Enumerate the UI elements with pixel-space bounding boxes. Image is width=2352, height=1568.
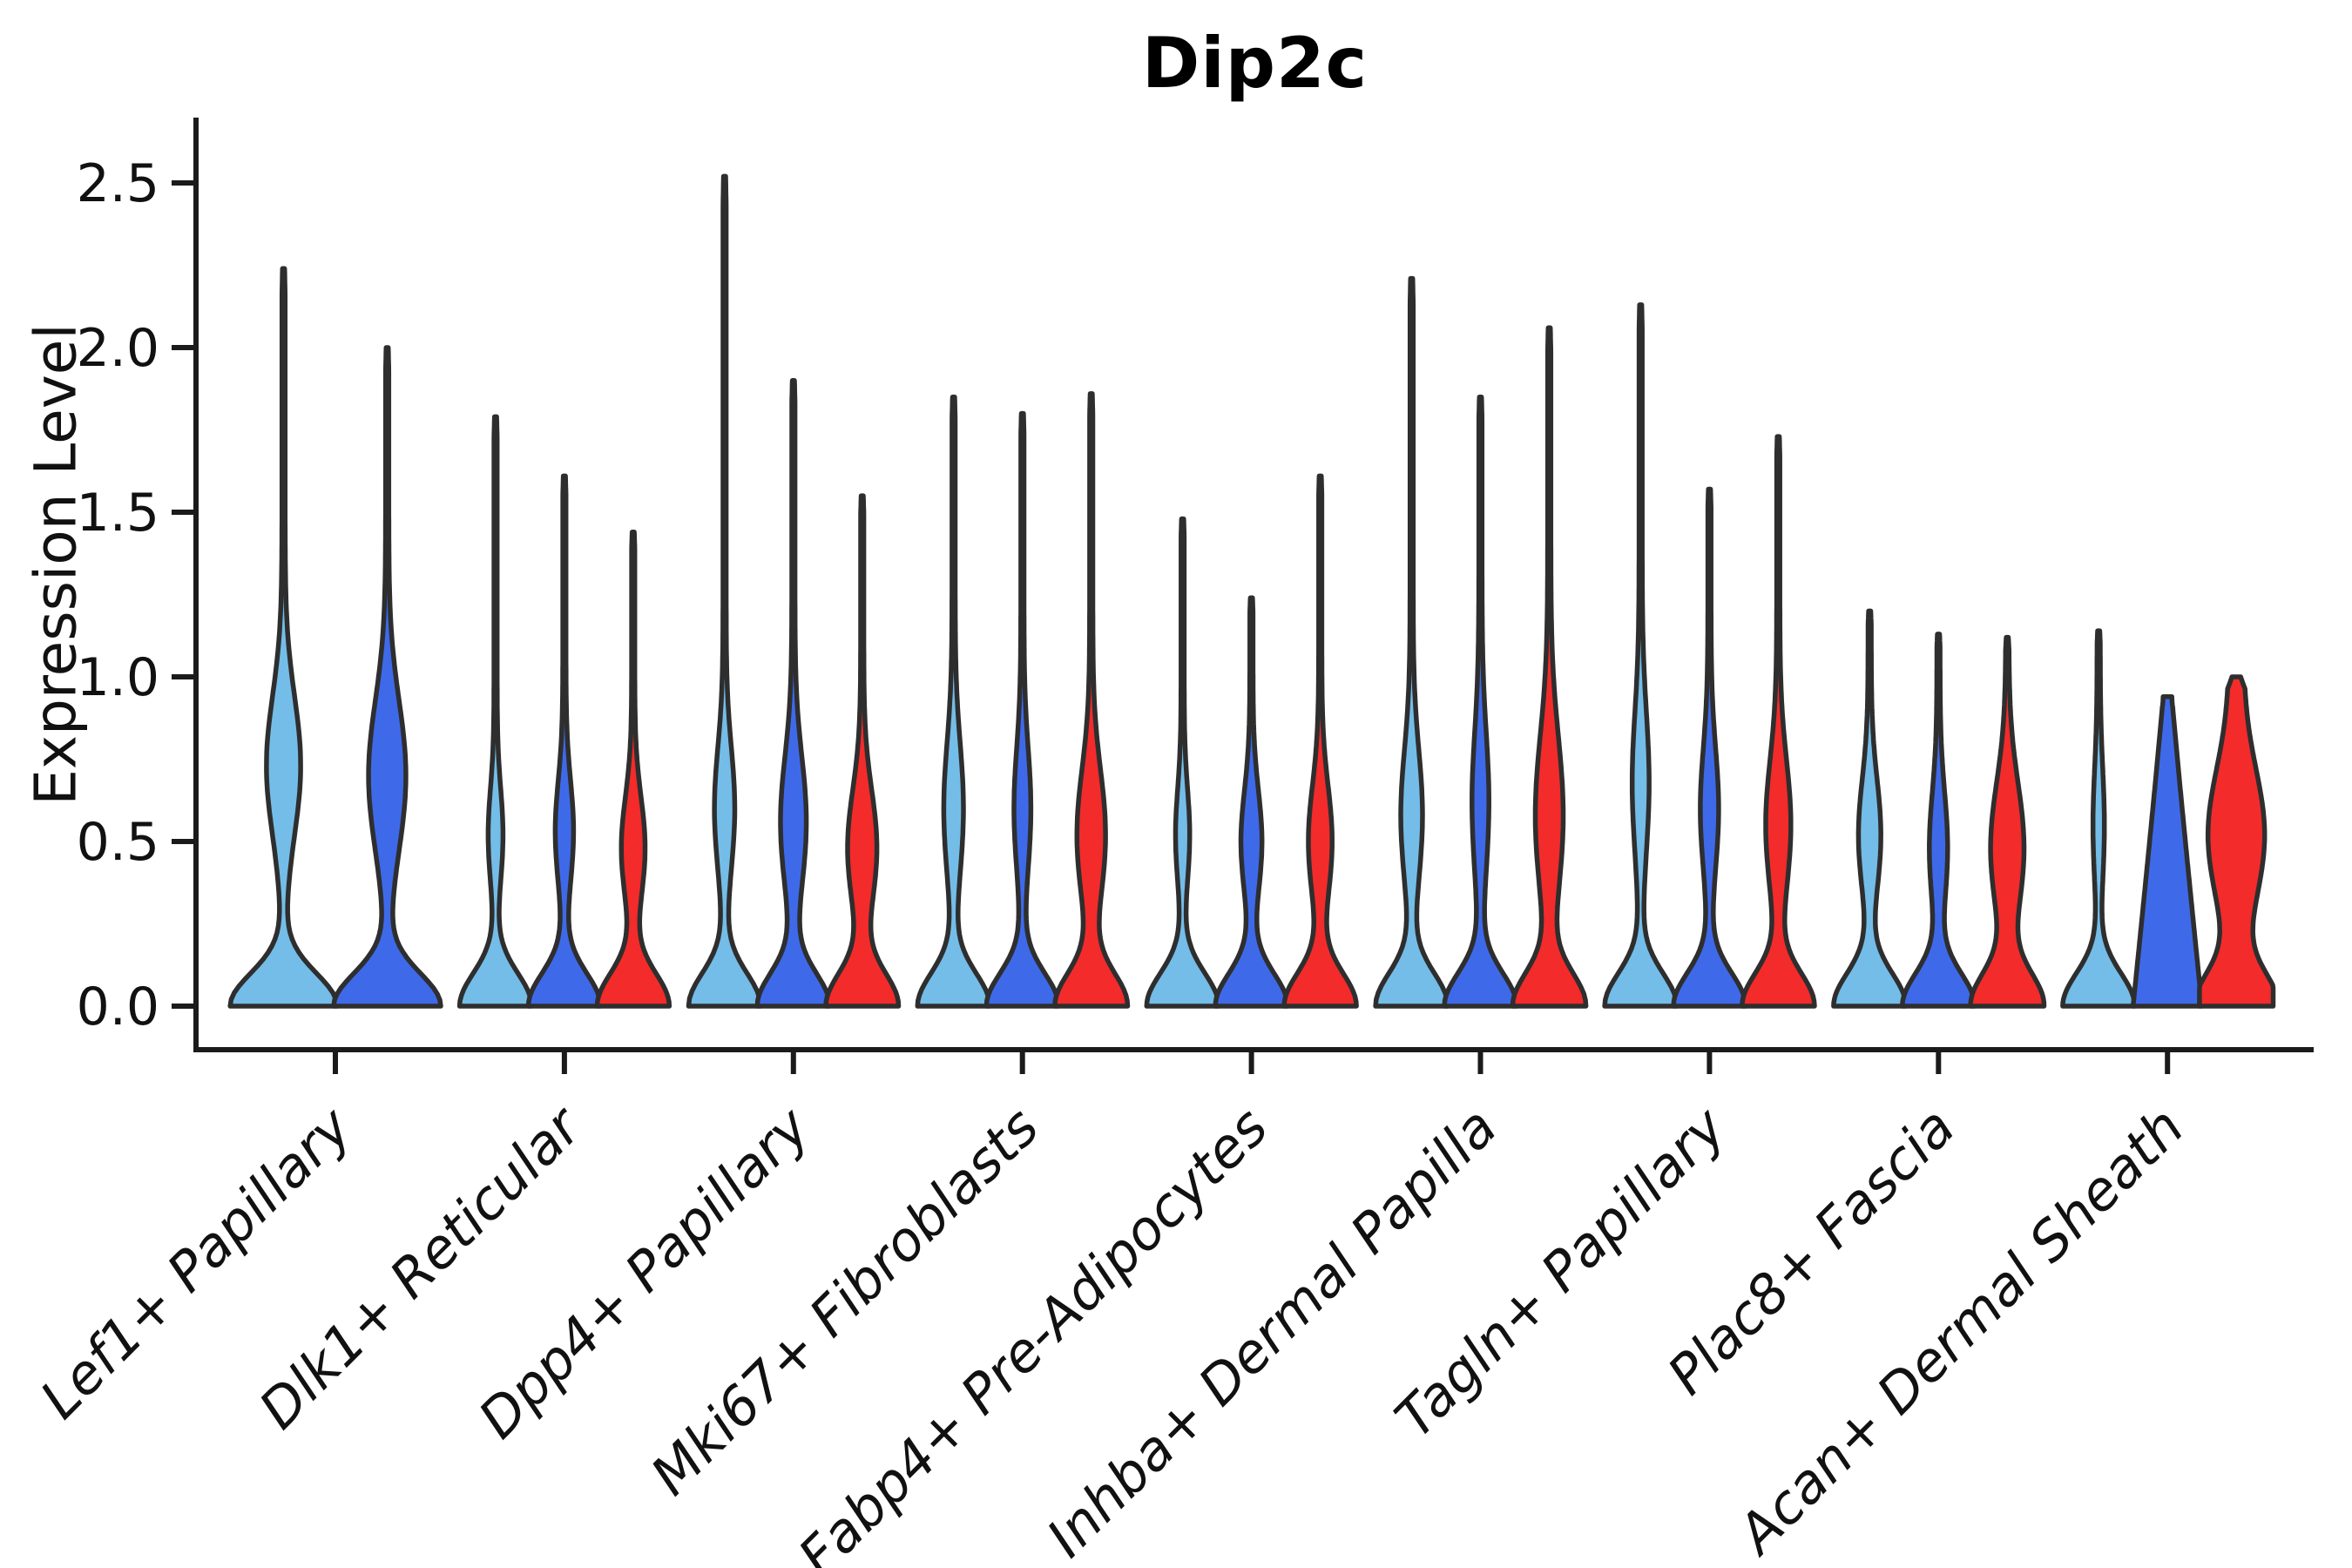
violin-light-blue: [1373, 275, 1450, 1009]
violin-red: [2197, 674, 2276, 1009]
x-tick-label: Fabp4+ Pre-Adipocytes: [786, 1095, 1280, 1568]
violin-dark-blue: [525, 473, 603, 1009]
violin-red: [1510, 325, 1589, 1009]
y-tick-label: 1.5: [77, 483, 159, 544]
y-tick-label: 2.0: [77, 318, 159, 379]
violin-red: [823, 493, 902, 1009]
y-tick-label: 2.5: [77, 153, 159, 214]
violin-red: [1052, 391, 1131, 1009]
x-tick-label: Acan+ Dermal Sheath: [1723, 1095, 2196, 1568]
y-tick-label: 1.0: [77, 647, 159, 708]
violin-dark-blue: [331, 345, 443, 1009]
violin-dark-blue: [1671, 486, 1748, 1009]
violin-dark-blue: [1900, 632, 1977, 1009]
violin-dark-blue: [1442, 394, 1519, 1009]
violin-light-blue: [1144, 516, 1221, 1009]
violin-light-blue: [915, 394, 992, 1009]
violin-light-blue: [2060, 628, 2138, 1009]
violin-red: [594, 529, 672, 1009]
violin-red: [1281, 473, 1359, 1009]
x-tick-label: Inhba+ Dermal Papilla: [1035, 1095, 1509, 1568]
violin-light-blue: [456, 414, 534, 1009]
violin-light-blue: [227, 266, 340, 1009]
violin-dark-blue: [1213, 595, 1290, 1009]
violin-dark-blue: [983, 410, 1061, 1009]
y-tick-label: 0.5: [77, 812, 159, 873]
violin-dark-blue: [754, 378, 833, 1009]
chart-title: Dip2c: [1141, 23, 1369, 104]
violin-light-blue: [1602, 302, 1680, 1009]
violin-dark-blue: [2130, 693, 2205, 1009]
violin-light-blue: [686, 173, 763, 1009]
y-tick-label: 0.0: [77, 977, 159, 1037]
x-tick-label: Mki67+ Fibroblasts: [639, 1095, 1051, 1507]
violin-red: [1968, 634, 2047, 1009]
violin-red: [1740, 434, 1817, 1009]
violin-light-blue: [1831, 608, 1909, 1009]
